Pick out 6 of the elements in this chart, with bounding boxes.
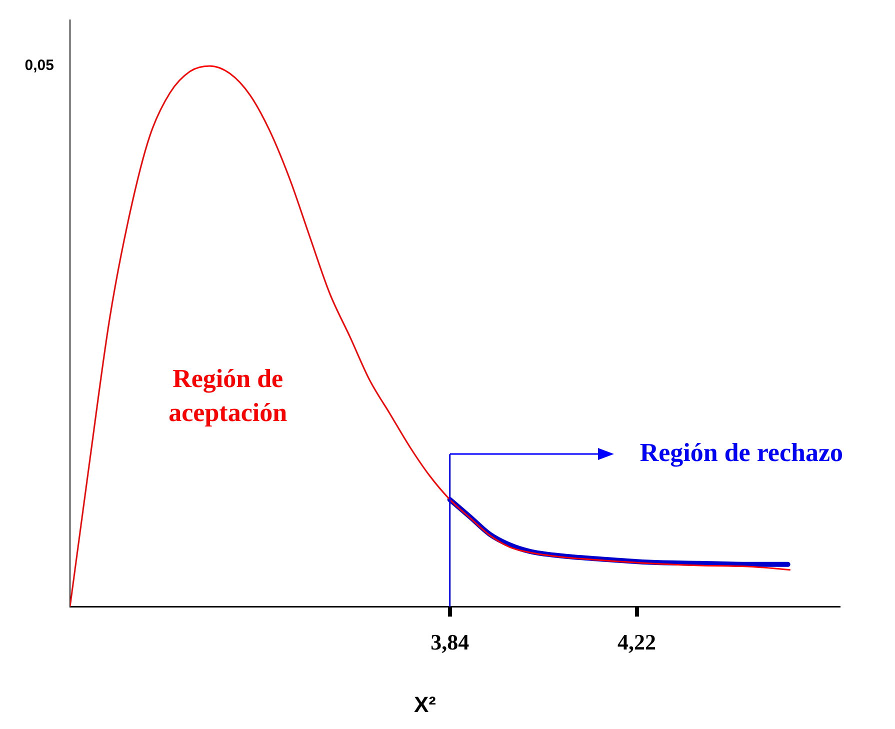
ref-line-label: Región de rechazo	[640, 438, 843, 467]
x-tick-label: 3,84	[430, 629, 470, 654]
annotation: Región de aceptación	[168, 364, 288, 428]
x-tick-label: 4,22	[618, 629, 656, 654]
x-axis-title: X²	[413, 692, 437, 718]
text: 0,05	[24, 57, 54, 74]
